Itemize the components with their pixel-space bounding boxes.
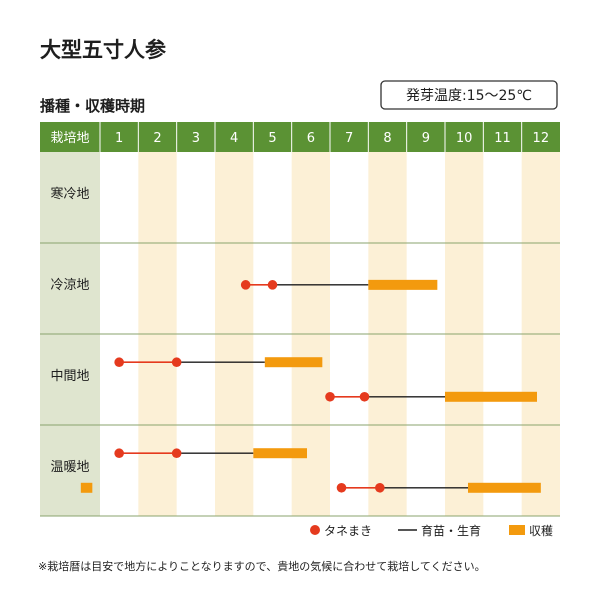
temperature-note: 発芽温度:15～25℃ [406,88,532,104]
month-label: 5 [268,131,276,146]
legend-harvest-marker [509,525,525,535]
sow-end-dot [375,482,385,493]
month-label: 11 [494,131,511,146]
month-label: 4 [230,131,238,146]
sow-start-dot [325,391,335,402]
chart-subtitle: 播種・収穫時期 [40,97,145,115]
harvest-bar [264,357,323,368]
sow-end-dot [171,357,182,368]
temperature-box [380,80,558,110]
sow-start-dot [114,357,124,368]
schedule-bars [80,279,541,493]
legend-sow-marker [310,525,320,535]
month-label: 9 [422,131,430,146]
grid-layer [40,152,560,517]
harvest-bar [253,448,307,459]
harvest-bar [468,482,541,493]
month-label: 10 [456,131,473,146]
region-label: 温暖地 [50,460,89,475]
region-label: 中間地 [50,369,89,384]
header-row [40,122,560,152]
footnote: ※栽培暦は目安で地方によりことなりますので、貴地の気候に合わせて栽培してください… [38,559,486,573]
sow-end-dot [171,448,182,459]
month-label: 7 [345,131,353,146]
sow-start-dot [114,448,124,459]
month-label: 3 [192,131,200,146]
sow-start-dot [336,482,347,493]
region-label: 冷涼地 [50,278,89,293]
sow-end-dot [359,391,370,402]
legend-harvest-label: 収穫 [529,524,553,538]
harvest-bar [445,391,537,402]
month-label: 12 [533,131,550,146]
sow-end-dot [267,280,278,290]
month-label: 2 [153,131,161,146]
header-corner-label: 栽培地 [50,130,89,146]
legend-sow-label: タネまき [324,524,372,538]
page-title: 大型五寸人参 [40,38,166,62]
month-label: 1 [115,131,123,146]
sow-start-dot [240,280,251,290]
legend: タネまき 育苗・生育 収穫 [310,523,553,538]
month-label: 6 [307,131,315,146]
region-label: 寒冷地 [50,186,89,202]
month-label: 8 [383,131,391,146]
harvest-bar-carryover [80,482,93,493]
month-header: 1 2 3 4 5 6 7 8 9 10 11 12 [99,122,550,152]
legend-grow-label: 育苗・生育 [421,523,481,538]
harvest-bar [368,279,438,290]
